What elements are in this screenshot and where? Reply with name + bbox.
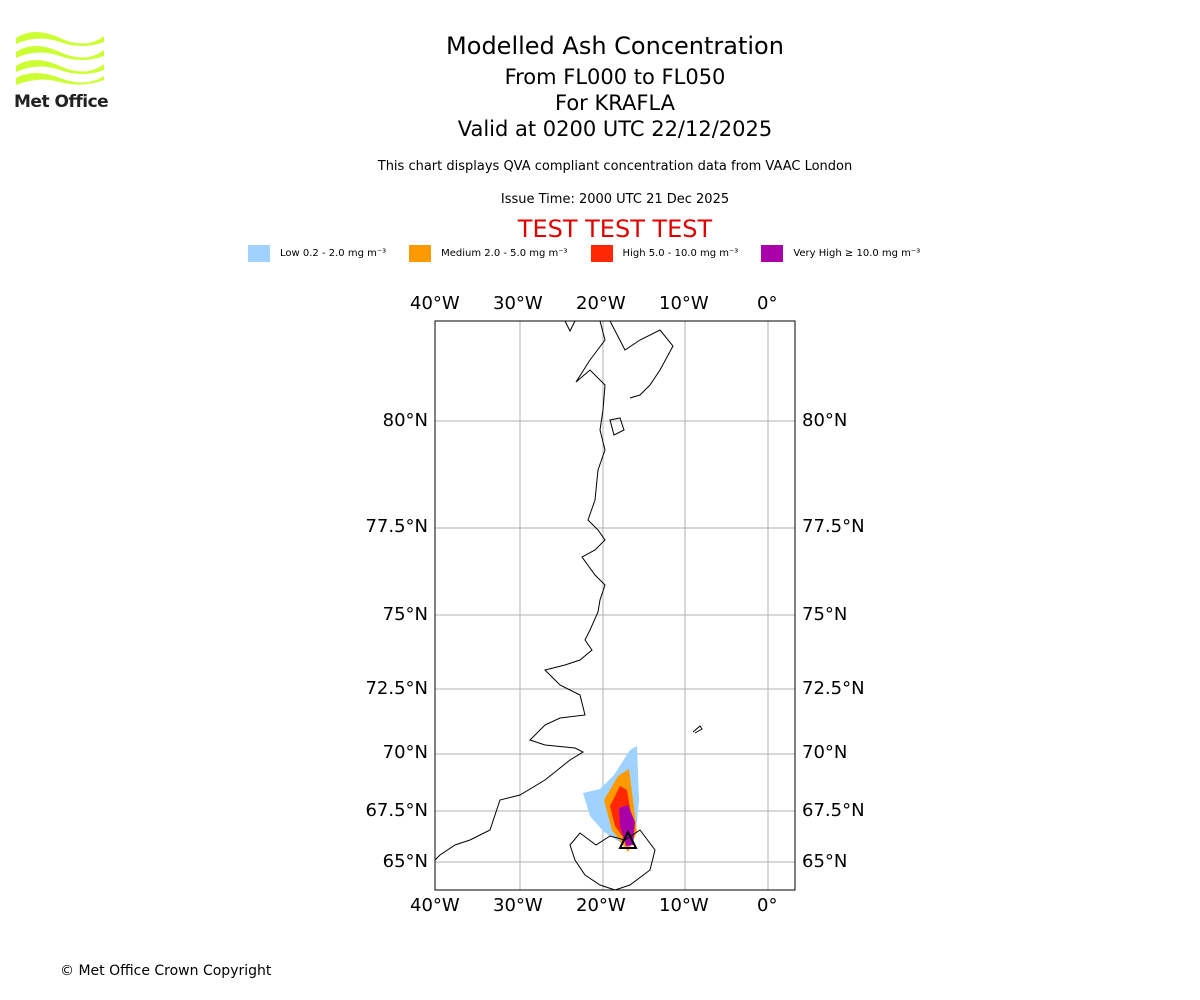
legend: Low 0.2 - 2.0 mg m⁻³ Medium 2.0 - 5.0 mg… [248,245,943,262]
legend-item-medium: Medium 2.0 - 5.0 mg m⁻³ [409,245,568,262]
legend-swatch [590,245,613,262]
lon-tick: 20°W [576,293,626,314]
lat-tick: 77.5°N [365,516,428,537]
issue-time: Issue Time: 2000 UTC 21 Dec 2025 [500,192,730,207]
lat-tick: 67.5°N [365,800,428,821]
coastlines [434,320,703,891]
legend-label: Medium 2.0 - 5.0 mg m⁻³ [441,248,568,259]
lat-tick: 77.5°N [802,516,865,537]
legend-label: High 5.0 - 10.0 mg m⁻³ [622,248,739,259]
volcano-marker-icon [618,829,638,849]
lon-tick: 40°W [410,895,460,916]
flight-levels: From FL000 to FL050 [504,65,726,89]
legend-swatch [409,245,432,262]
lon-tick: 10°W [659,293,709,314]
legend-label: Very High ≥ 10.0 mg m⁻³ [793,248,921,259]
lon-tick: 0° [757,293,778,314]
subtitle: This chart displays QVA compliant concen… [377,159,853,174]
lat-tick: 70°N [382,742,428,763]
legend-swatch [761,245,784,262]
lat-tick: 80°N [382,410,428,431]
test-banner: TEST TEST TEST [517,215,713,243]
map-frame [434,320,796,891]
legend-item-high: High 5.0 - 10.0 mg m⁻³ [590,245,739,262]
lat-tick: 75°N [802,604,848,625]
lat-tick: 67.5°N [802,800,865,821]
lat-tick: 65°N [382,851,428,872]
logo-text: Met Office [14,92,109,112]
lon-tick: 20°W [576,895,626,916]
legend-label: Low 0.2 - 2.0 mg m⁻³ [280,248,387,259]
ash-plume [583,746,639,852]
chart-title: Modelled Ash Concentration [446,32,784,60]
lat-tick: 70°N [802,742,848,763]
lat-tick: 75°N [382,604,428,625]
lon-tick: 0° [757,895,778,916]
logo-waves-icon [16,32,104,85]
lon-tick: 10°W [659,895,709,916]
lon-tick: 30°W [493,895,543,916]
lat-tick: 80°N [802,410,848,431]
volcano-name: For KRAFLA [555,91,675,115]
lat-tick: 72.5°N [365,678,428,699]
legend-item-very-high: Very High ≥ 10.0 mg m⁻³ [761,245,920,262]
met-office-logo: Met Office [14,30,109,112]
legend-swatch [248,245,270,262]
legend-item-low: Low 0.2 - 2.0 mg m⁻³ [248,245,386,262]
lat-tick: 65°N [802,851,848,872]
valid-time: Valid at 0200 UTC 22/12/2025 [457,117,773,141]
copyright: © Met Office Crown Copyright [60,963,272,979]
lon-tick: 30°W [493,293,543,314]
lat-tick: 72.5°N [802,678,865,699]
lon-tick: 40°W [410,293,460,314]
